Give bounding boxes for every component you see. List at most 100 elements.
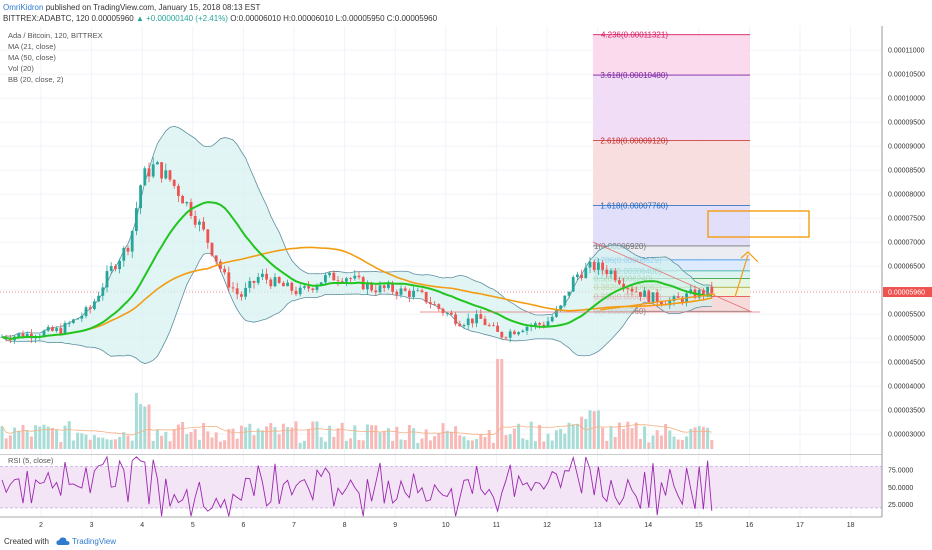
- symbol-name: BITTREX:ADABTC, 120: [3, 14, 90, 23]
- candle-body: [542, 324, 546, 327]
- legend-ma21[interactable]: MA (21, close): [8, 42, 56, 51]
- author-link[interactable]: OmriKidron: [3, 3, 44, 12]
- volume-bar: [244, 427, 248, 449]
- current-price: 0.00005960: [91, 14, 134, 23]
- volume-bar: [231, 428, 235, 449]
- candle-body: [626, 288, 630, 289]
- fib-zone: [593, 205, 750, 246]
- rsi-tick-label: 25.0000: [888, 502, 913, 509]
- volume-bar: [529, 421, 533, 449]
- candle-body: [122, 247, 126, 261]
- y-tick-label: 0.00009500: [888, 120, 925, 127]
- volume-bar: [437, 433, 441, 449]
- candle-body: [462, 325, 466, 327]
- volume-bar: [685, 436, 689, 449]
- candle-body: [504, 337, 508, 339]
- volume-bar: [571, 424, 575, 449]
- candle-body: [567, 291, 571, 296]
- candle-body: [324, 275, 327, 283]
- volume-bar: [34, 425, 38, 449]
- y-tick-label: 0.00003000: [888, 432, 925, 439]
- candle-body: [420, 290, 424, 292]
- rsi-line: [1, 455, 713, 517]
- candle-body: [429, 302, 432, 305]
- volume-bar: [21, 425, 25, 449]
- volume-bar: [315, 421, 319, 449]
- volume-bar: [378, 432, 382, 449]
- volume-bar: [311, 421, 315, 449]
- y-tick-label: 0.00010000: [888, 96, 925, 103]
- candle-body: [286, 282, 289, 287]
- x-tick-label: 5: [191, 522, 195, 529]
- candle-body: [391, 284, 394, 292]
- candle-body: [273, 277, 277, 287]
- y-tick-label: 0.00008000: [888, 192, 925, 199]
- candle-body: [521, 330, 525, 333]
- candle-body: [370, 283, 373, 291]
- volume-bar: [92, 435, 96, 449]
- volume-bar: [101, 437, 105, 449]
- candle-body: [492, 325, 495, 327]
- candle-body: [294, 290, 298, 295]
- volume-bar: [580, 416, 584, 449]
- price-chart[interactable]: 0(0.00005560)0.236(0.00005871)0.382(0.00…: [0, 0, 932, 534]
- candle-body: [500, 331, 504, 338]
- candle-body: [382, 285, 386, 289]
- last-price-tag: [883, 287, 932, 298]
- drawing-annotations: [420, 210, 810, 313]
- volume-bar: [328, 425, 332, 449]
- volume-bar: [462, 436, 466, 449]
- x-tick-label: 17: [796, 522, 804, 529]
- y-tick-label: 0.00011000: [888, 48, 925, 55]
- candle-body: [609, 270, 613, 275]
- volume-bar: [672, 436, 676, 449]
- candle-body: [345, 278, 348, 282]
- candle-body: [475, 314, 478, 324]
- candle-body: [378, 285, 382, 293]
- candle-body: [559, 305, 562, 310]
- legend-ma50[interactable]: MA (50, close): [8, 53, 56, 62]
- legend-rsi[interactable]: RSI (5, close): [8, 456, 54, 465]
- volume-bar: [659, 435, 663, 449]
- last-price-label: 0.00005960: [888, 290, 925, 297]
- candle-body: [172, 179, 176, 186]
- volume-bar: [155, 430, 159, 449]
- fib-zone: [593, 34, 750, 76]
- candle-body: [231, 287, 235, 289]
- candle-body: [206, 229, 210, 243]
- volume-bar: [265, 426, 269, 449]
- x-tick-label: 9: [393, 522, 397, 529]
- candle-body: [387, 284, 390, 289]
- legend-bb[interactable]: BB (20, close, 2): [8, 75, 64, 84]
- volume-bar: [46, 426, 50, 449]
- volume-bar: [559, 428, 563, 449]
- volume-bar: [517, 423, 521, 449]
- candle-body: [458, 323, 462, 327]
- chart-header: OmriKidron published on TradingView.com,…: [0, 0, 932, 26]
- volume-bar: [160, 435, 164, 449]
- projection-arrow: [734, 254, 749, 298]
- volume-bar: [424, 429, 428, 449]
- volume-bar: [307, 428, 311, 449]
- volume-bar: [357, 440, 361, 449]
- x-tick-label: 4: [140, 522, 144, 529]
- volume-bar: [248, 423, 252, 449]
- candle-body: [185, 202, 189, 204]
- candle-body: [252, 281, 256, 283]
- candle-body: [639, 291, 642, 297]
- volume-bar: [592, 411, 596, 449]
- y-tick-label: 0.00008500: [888, 168, 925, 175]
- candle-body: [248, 281, 252, 288]
- volume-bar: [286, 427, 290, 449]
- volume-bar: [365, 424, 369, 449]
- volume-bar: [80, 433, 84, 449]
- legend-vol[interactable]: Vol (20): [8, 64, 34, 73]
- volume-bar: [542, 441, 546, 449]
- volume-bar: [445, 430, 449, 449]
- candle-body: [634, 291, 638, 293]
- candle-body: [651, 292, 655, 303]
- tradingview-brand[interactable]: TradingView: [72, 537, 117, 546]
- x-tick-label: 8: [343, 522, 347, 529]
- volume-bar: [449, 431, 453, 449]
- rsi-tick-label: 75.0000: [888, 468, 913, 475]
